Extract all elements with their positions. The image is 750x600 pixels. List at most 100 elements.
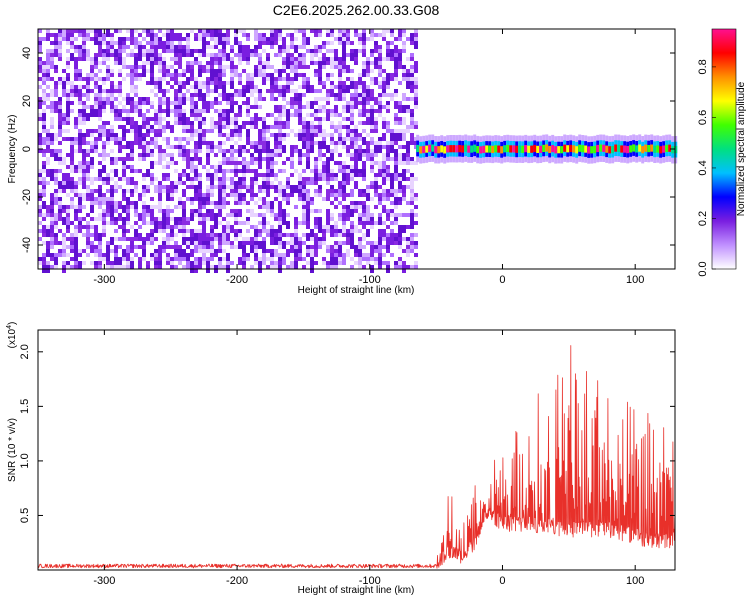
spectrogram-cell	[278, 117, 282, 121]
spectrogram-cell	[126, 177, 130, 181]
spectrogram-cell	[206, 185, 210, 189]
spectrogram-cell	[146, 49, 150, 53]
spectrogram-cell	[174, 77, 178, 81]
spectrogram-cell	[210, 117, 214, 121]
spectrogram-cell	[234, 65, 238, 69]
spectrogram-cell	[298, 237, 302, 241]
spectrogram-cell	[354, 137, 358, 141]
spectrogram-cell	[242, 89, 246, 97]
spectrogram-cell	[138, 77, 142, 81]
spectrogram-cell	[190, 161, 194, 165]
spectrogram-cell	[274, 253, 278, 257]
spectrogram-cell	[282, 121, 286, 125]
spectrogram-cell	[102, 201, 106, 205]
spectrogram-cell	[94, 105, 98, 109]
spectrogram-cell	[246, 73, 250, 77]
spectrogram-cell	[318, 121, 322, 125]
spectrogram-cell	[190, 133, 194, 137]
spectrogram-cell	[66, 93, 70, 97]
spectrogram-cell	[298, 133, 302, 141]
spectrogram-cell	[150, 197, 154, 201]
spectrogram-cell	[258, 229, 262, 233]
spectrogram-cell	[270, 97, 274, 101]
spectrogram-cell	[230, 49, 234, 53]
spectrogram-cell	[358, 145, 362, 149]
spectrogram-cell	[278, 37, 282, 41]
spectrogram-cell	[70, 141, 74, 145]
spectrogram-cell	[386, 169, 390, 173]
spectrogram-cell	[94, 265, 98, 269]
snr-y-tick-label: 1.0	[19, 453, 31, 468]
spectrogram-cell	[226, 261, 230, 265]
spectrogram-cell	[54, 169, 58, 173]
spectrogram-cell	[394, 133, 398, 141]
spectrogram-cell	[394, 101, 398, 109]
spectrogram-cell	[134, 253, 138, 257]
spectrogram-cell	[322, 137, 326, 141]
spectrogram-cell	[130, 85, 134, 89]
spectrogram-cell	[50, 225, 54, 233]
spectrogram-cell	[382, 37, 386, 41]
spectrogram-cell	[390, 181, 394, 189]
spectrogram-cell	[282, 217, 286, 225]
spectrogram-cell	[218, 145, 222, 149]
spectrogram-cell	[362, 113, 366, 117]
spectrogram-cell	[42, 233, 46, 237]
spectrogram-cell	[350, 137, 354, 141]
spectrogram-cell	[398, 129, 402, 133]
spectrogram-cell	[342, 221, 346, 225]
spectrogram-cell	[270, 133, 274, 137]
spectrogram-cell	[665, 144, 669, 152]
spectrogram-cell	[250, 73, 254, 77]
spectrogram-cell	[270, 73, 274, 81]
spectrogram-cell	[50, 77, 54, 81]
spectrogram-cell	[366, 257, 370, 261]
spectrogram-cell	[98, 125, 102, 129]
spectrogram-cell	[402, 137, 406, 141]
spectrogram-cell	[290, 65, 294, 69]
spectrogram-cell	[70, 93, 74, 97]
spectrogram-cell	[118, 245, 122, 249]
spectrogram-cell	[402, 193, 406, 197]
spectrogram-cell	[278, 153, 282, 157]
spectrogram-cell	[150, 105, 154, 109]
spectrogram-cell	[406, 201, 410, 205]
spectrogram-cell	[50, 237, 54, 241]
spectrogram-cell	[122, 49, 126, 53]
spectrogram-cell	[134, 105, 138, 109]
spectrogram-cell	[198, 237, 202, 245]
spectrogram-cell	[194, 193, 198, 201]
spectrogram-cell	[194, 249, 198, 253]
spectrogram-cell	[126, 229, 130, 233]
spectrogram-cell	[515, 145, 519, 153]
spectrogram-cell	[146, 117, 150, 125]
spectrogram-cell	[50, 217, 54, 221]
spectrogram-cell	[246, 201, 250, 205]
spectrogram-cell	[322, 229, 326, 233]
spectrogram-cell	[274, 145, 278, 149]
spectrogram-cell	[294, 149, 298, 153]
spectrogram-cell	[158, 61, 162, 65]
spectrogram-cell	[346, 29, 350, 33]
spectrogram-cell	[46, 57, 50, 61]
spectrogram-cell	[154, 133, 158, 137]
spectrogram-cell	[330, 245, 334, 249]
spectrogram-cell	[306, 253, 310, 257]
spectrogram-cell	[150, 141, 154, 145]
spectrogram-cell	[74, 265, 78, 269]
spectrogram-cell	[476, 146, 480, 154]
spectrogram-cell	[94, 77, 98, 81]
spectrogram-cell	[254, 29, 258, 33]
spectrogram-cell	[406, 69, 410, 73]
spectrogram-cell	[266, 113, 270, 117]
spectrogram-cell	[310, 257, 314, 265]
spectrogram-cell	[282, 209, 286, 217]
spectrogram-cell	[134, 213, 138, 217]
spectrogram-cell	[294, 101, 298, 105]
spectrogram-cell	[354, 165, 358, 169]
spectrogram-cell	[178, 65, 182, 69]
spectrogram-cell	[90, 77, 94, 81]
spectrogram-cell	[310, 29, 314, 33]
spectrogram-cell	[274, 265, 278, 269]
spectrogram-cell	[222, 249, 226, 253]
